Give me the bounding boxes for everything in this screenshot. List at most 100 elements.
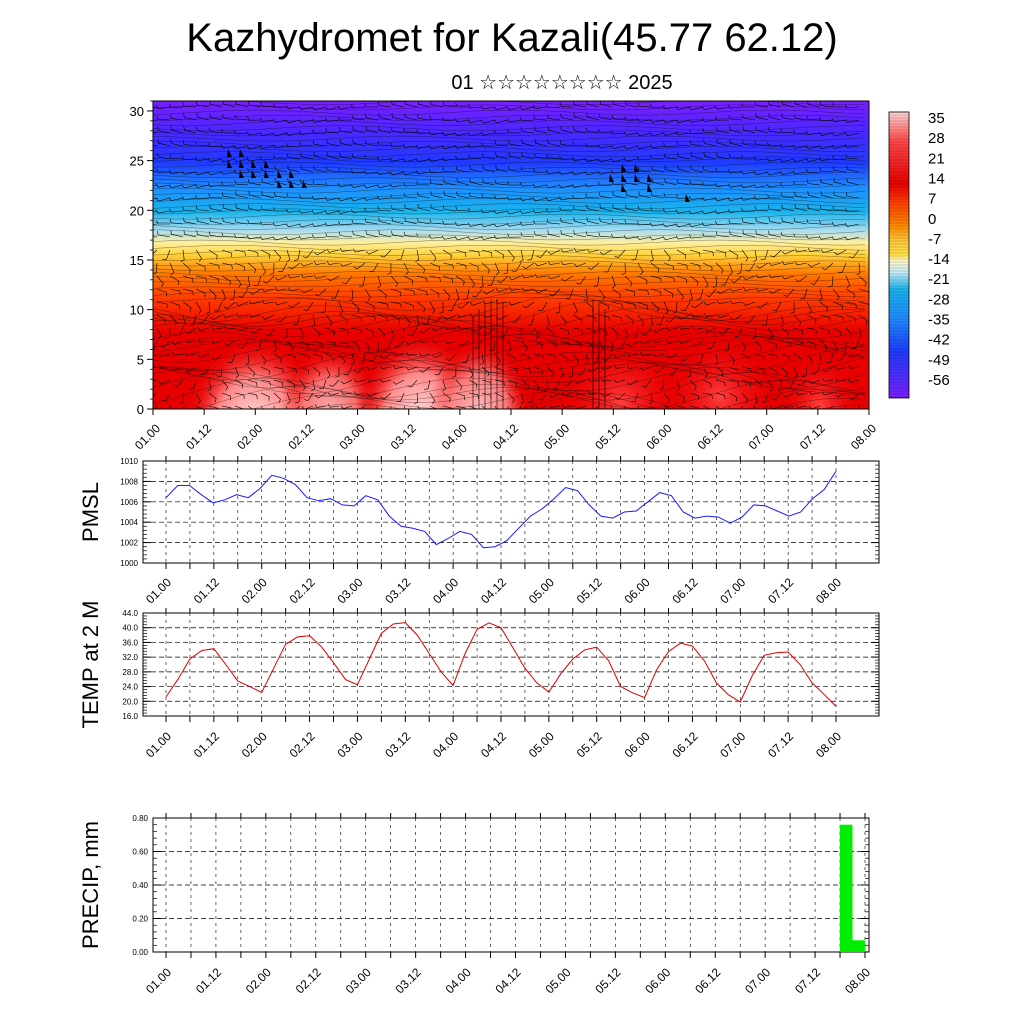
wind-barb — [742, 301, 756, 306]
wind-barb — [844, 222, 860, 227]
wind-barb — [650, 288, 662, 296]
wind-barb — [740, 184, 756, 189]
wind-barb — [637, 221, 652, 226]
wind-barb — [456, 191, 470, 199]
pmsl-panel: 1010 1008 1006 1004 1002 1000 01.00 01.12 02.00 0… — [78, 456, 880, 606]
wind-barb — [312, 180, 327, 186]
wind-barb — [324, 106, 340, 111]
wind-barb — [182, 262, 191, 274]
wind-barb — [534, 230, 548, 238]
wind-barb — [156, 288, 167, 297]
wind-barb — [359, 353, 366, 364]
wind-barb — [623, 157, 639, 162]
wind-barb — [223, 340, 236, 346]
y-tick-label: 1008 — [120, 477, 138, 486]
wind-barb — [624, 327, 629, 340]
wind-barb — [377, 206, 392, 212]
wind-barb — [624, 168, 639, 173]
wind-barb — [845, 314, 856, 323]
wind-barb — [429, 392, 436, 404]
wind-barb — [766, 171, 782, 176]
wind-barb — [768, 273, 782, 278]
contour-line — [153, 229, 866, 235]
contour-line — [153, 208, 866, 215]
wind-barb — [234, 366, 239, 379]
wind-barb — [527, 314, 535, 326]
wind-barb — [559, 155, 574, 160]
wind-barb — [806, 340, 816, 349]
wind-flag — [609, 174, 614, 182]
wind-barb — [508, 165, 522, 173]
colorbar-label: -35 — [928, 312, 950, 329]
colorbar-label: -56 — [928, 372, 950, 389]
wind-barb — [408, 327, 418, 336]
wind-barb — [507, 181, 522, 186]
colorbar-label: -21 — [928, 271, 950, 288]
x-tick-label: 05.00 — [526, 729, 557, 760]
wind-barb — [724, 340, 730, 352]
wind-barb — [260, 392, 270, 401]
precip-panel: 0.80 0.60 0.40 0.20 0.00 01.00 01.12 02.00 02.12… — [78, 813, 873, 996]
wind-barb — [343, 366, 353, 376]
wind-barb — [467, 132, 483, 137]
chart-title: Kazhydromet for Kazali(45.77 62.12) — [186, 16, 838, 60]
x-tick-label: 04.12 — [478, 729, 509, 760]
wind-barb — [494, 140, 509, 147]
wind-barb — [546, 218, 561, 225]
wind-barb — [702, 249, 714, 256]
wind-barb — [727, 208, 743, 213]
wind-barb — [197, 338, 210, 343]
wind-barb — [562, 379, 574, 387]
wind-barb — [818, 145, 834, 150]
wind-barb — [298, 209, 314, 214]
wind-barb — [611, 114, 626, 121]
wind-barb — [715, 231, 730, 238]
wind-barb — [234, 379, 244, 389]
wind-flag — [251, 170, 256, 178]
wind-barb — [221, 192, 236, 199]
x-tick-label: 03.00 — [334, 729, 365, 760]
wind-barb — [818, 288, 823, 302]
wind-barb — [325, 128, 340, 134]
wind-barb — [637, 205, 652, 212]
wind-barb — [519, 106, 535, 110]
wind-barb — [677, 179, 691, 186]
wind-barb — [547, 260, 561, 265]
wind-barb — [221, 392, 231, 401]
colorbar-label: -28 — [928, 291, 950, 308]
wind-barb — [365, 249, 379, 255]
x-tick-label: 07.12 — [765, 575, 796, 606]
wind-barb — [469, 301, 483, 306]
wind-barb — [637, 262, 644, 275]
wind-barb — [162, 249, 171, 260]
wind-barb — [182, 288, 194, 296]
wind-barb — [742, 230, 756, 238]
y-tick-label: 1004 — [120, 518, 138, 527]
wind-barb — [703, 139, 717, 147]
wind-barb — [598, 301, 609, 310]
wind-barb — [259, 145, 275, 150]
wind-barb — [260, 221, 275, 226]
wind-barb — [718, 327, 730, 335]
wind-barb — [792, 170, 808, 175]
wind-barb — [156, 275, 164, 288]
y-tick-label: 30 — [130, 104, 144, 119]
wind-barb — [467, 119, 483, 124]
wind-barb — [234, 262, 245, 271]
wind-barb — [200, 366, 210, 375]
wind-barb — [742, 113, 756, 121]
wind-barb — [819, 327, 830, 335]
wind-barb — [208, 127, 223, 134]
contour-line — [153, 290, 866, 321]
contour-line — [153, 156, 866, 163]
wind-barb — [364, 327, 374, 336]
wind-barb — [235, 191, 249, 199]
wind-barb — [598, 314, 610, 321]
wind-barb — [261, 314, 275, 320]
contour-line — [153, 294, 866, 324]
wind-barb — [260, 353, 267, 365]
wind-barb — [364, 288, 371, 301]
x-tick-label: 07.12 — [792, 965, 823, 996]
wind-barb — [806, 115, 821, 121]
wind-barb — [456, 178, 470, 186]
